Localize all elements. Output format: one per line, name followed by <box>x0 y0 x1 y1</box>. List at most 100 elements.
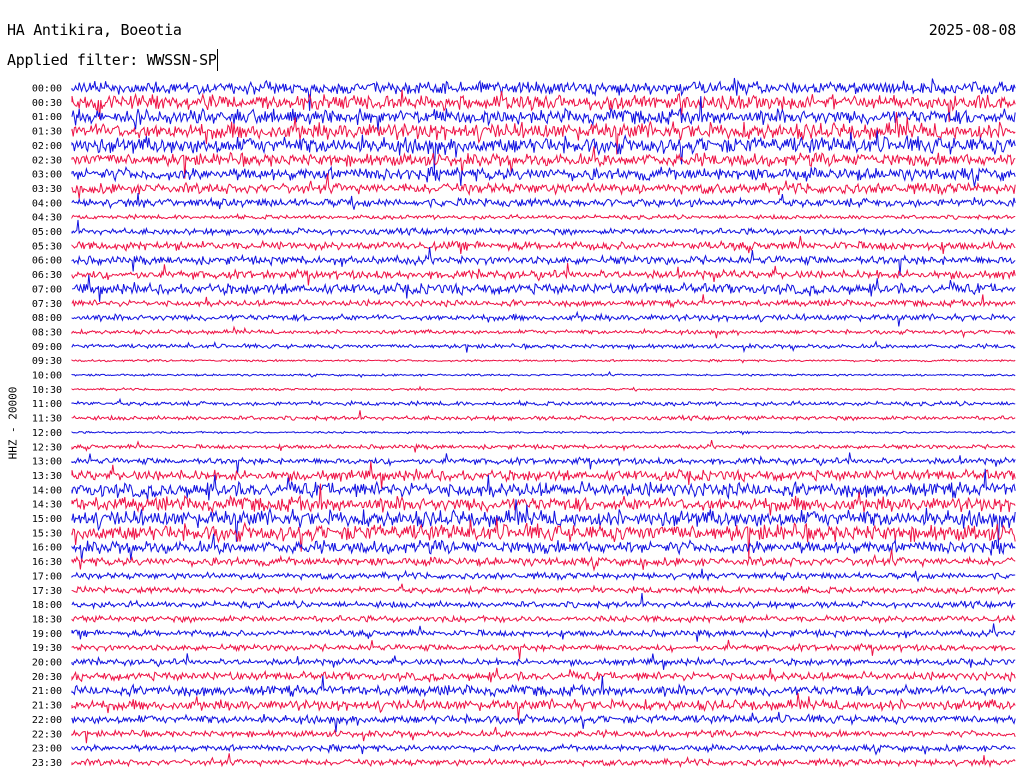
row-time-label: 11:00 <box>32 399 62 410</box>
row-time-label: 00:00 <box>32 84 62 95</box>
seismic-trace <box>71 711 1016 733</box>
row-time-label: 13:30 <box>32 471 62 482</box>
seismic-trace <box>71 439 1016 453</box>
traces-group <box>71 77 1016 768</box>
seismic-trace <box>71 193 1016 210</box>
seismic-trace <box>71 325 1016 339</box>
row-time-label: 09:00 <box>32 342 62 353</box>
filter-label: Applied filter: WWSSN-SP <box>7 51 217 69</box>
seismic-trace <box>71 173 1016 199</box>
seismic-trace <box>71 358 1016 364</box>
row-time-label: 03:30 <box>32 184 62 195</box>
seismic-trace <box>71 165 1016 187</box>
row-time-label: 05:00 <box>32 227 62 238</box>
seismic-trace <box>71 340 1016 354</box>
row-time-label: 10:00 <box>32 371 62 382</box>
seismic-trace <box>71 667 1016 683</box>
tick-labels-group: 00:00 00:30 01:00 01:30 02:00 02:30 03:00 03:30… <box>32 84 62 769</box>
row-time-label: 19:00 <box>32 629 62 640</box>
seismic-trace <box>71 146 1016 179</box>
row-time-label: 04:00 <box>32 198 62 209</box>
row-time-label: 19:30 <box>32 643 62 654</box>
seismic-trace <box>71 77 1016 111</box>
row-time-label: 12:00 <box>32 428 62 439</box>
text-cursor <box>217 49 218 71</box>
seismic-trace <box>71 517 1016 559</box>
row-time-label: 22:00 <box>32 715 62 726</box>
row-time-label: 07:00 <box>32 284 62 295</box>
station-title: HA Antikira, Boeotia <box>7 21 182 39</box>
row-time-label: 18:30 <box>32 614 62 625</box>
seismic-trace <box>71 274 1016 302</box>
seismic-trace <box>71 693 1016 720</box>
row-time-label: 08:00 <box>32 313 62 324</box>
seismic-trace <box>71 742 1016 756</box>
row-time-label: 10:30 <box>32 385 62 396</box>
seismic-trace <box>71 592 1016 610</box>
seismic-trace <box>71 89 1016 123</box>
seismic-trace <box>71 397 1016 408</box>
seismic-trace <box>71 613 1016 625</box>
row-time-label: 00:30 <box>32 98 62 109</box>
row-time-label: 04:30 <box>32 213 62 224</box>
row-time-label: 15:00 <box>32 514 62 525</box>
row-time-label: 02:00 <box>32 141 62 152</box>
seismic-trace <box>71 549 1016 572</box>
seismic-trace <box>71 726 1016 744</box>
seismic-trace <box>71 499 1016 545</box>
seismic-trace <box>71 653 1016 670</box>
row-time-label: 14:00 <box>32 485 62 496</box>
row-time-label: 18:00 <box>32 600 62 611</box>
seismic-trace <box>71 753 1016 768</box>
seismic-trace <box>71 111 1016 155</box>
seismic-trace <box>71 235 1016 254</box>
seismic-trace <box>71 130 1016 172</box>
seismic-trace <box>71 483 1016 516</box>
row-time-label: 15:30 <box>32 528 62 539</box>
row-time-label: 08:30 <box>32 327 62 338</box>
seismic-trace <box>71 263 1016 286</box>
row-time-label: 12:30 <box>32 442 62 453</box>
seismic-trace <box>71 219 1016 237</box>
seismic-trace <box>71 639 1016 660</box>
row-time-label: 22:30 <box>32 729 62 740</box>
row-time-label: 13:00 <box>32 457 62 468</box>
seismic-trace <box>71 294 1016 309</box>
row-time-label: 01:30 <box>32 127 62 138</box>
row-time-label: 23:00 <box>32 744 62 755</box>
date-label: 2025-08-08 <box>928 21 1017 39</box>
row-time-label: 11:30 <box>32 414 62 425</box>
seismic-trace <box>71 623 1016 642</box>
seismic-trace <box>71 246 1016 276</box>
seismic-trace <box>71 461 1016 489</box>
seismic-trace <box>71 310 1016 327</box>
seismic-trace <box>71 410 1016 422</box>
seismic-trace <box>71 385 1016 392</box>
row-time-label: 16:00 <box>32 543 62 554</box>
row-time-label: 14:30 <box>32 500 62 511</box>
row-time-label: 16:30 <box>32 557 62 568</box>
row-time-label: 17:30 <box>32 586 62 597</box>
row-time-label: 23:30 <box>32 758 62 769</box>
seismic-trace <box>71 568 1016 583</box>
row-time-label: 20:00 <box>32 658 62 669</box>
row-time-label: 21:30 <box>32 701 62 712</box>
seismic-trace <box>71 212 1016 221</box>
row-time-label: 02:30 <box>32 155 62 166</box>
row-time-label: 03:00 <box>32 170 62 181</box>
seismic-trace <box>71 430 1016 436</box>
row-time-label: 06:00 <box>32 256 62 267</box>
seismic-trace <box>71 675 1016 698</box>
seismic-trace <box>71 583 1016 595</box>
row-time-label: 01:00 <box>32 112 62 123</box>
row-time-label: 09:30 <box>32 356 62 367</box>
row-time-label: 17:00 <box>32 571 62 582</box>
row-time-label: 06:30 <box>32 270 62 281</box>
row-time-label: 21:00 <box>32 686 62 697</box>
seismic-trace <box>71 96 1016 132</box>
row-time-label: 05:30 <box>32 241 62 252</box>
row-time-label: 20:30 <box>32 672 62 683</box>
row-time-label: 07:30 <box>32 299 62 310</box>
